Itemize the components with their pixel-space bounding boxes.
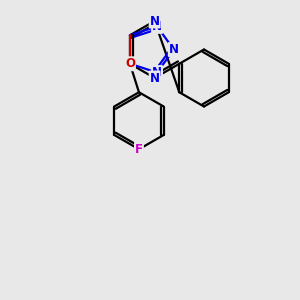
- Text: N: N: [152, 66, 162, 79]
- Text: N: N: [150, 71, 160, 85]
- Text: N: N: [152, 20, 162, 33]
- Text: N: N: [150, 14, 160, 28]
- Text: F: F: [135, 143, 143, 156]
- Text: O: O: [125, 57, 135, 70]
- Text: N: N: [169, 43, 179, 56]
